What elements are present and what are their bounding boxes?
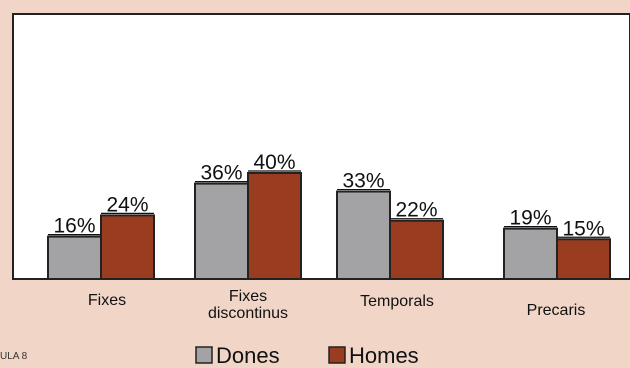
- data-label-homes-0: 24%: [106, 193, 148, 216]
- bar-dones-0: [47, 235, 102, 281]
- legend-swatch-dones: [195, 346, 213, 364]
- legend-swatch-homes: [328, 346, 346, 364]
- data-label-dones-2: 33%: [342, 170, 384, 193]
- category-label-2: Temporals: [360, 293, 434, 310]
- data-label-dones-1: 36%: [200, 162, 242, 185]
- bar-homes-1: [247, 172, 302, 280]
- bar-homes-2: [389, 219, 444, 280]
- category-label-3: Precaris: [527, 302, 586, 319]
- data-label-homes-2: 22%: [395, 199, 437, 222]
- bar-dones-2: [336, 190, 391, 280]
- bar-homes-0: [100, 214, 155, 280]
- data-label-dones-0: 16%: [53, 215, 95, 238]
- data-label-homes-3: 15%: [562, 217, 604, 240]
- bar-dones-1: [194, 182, 249, 281]
- source-footer: ULA 8: [0, 351, 28, 362]
- category-label-1: Fixes discontinus: [208, 288, 288, 322]
- data-label-dones-3: 19%: [509, 207, 551, 230]
- legend: Dones Homes: [195, 343, 419, 368]
- bar-dones-3: [503, 227, 558, 280]
- legend-label-dones: Dones: [216, 343, 280, 368]
- legend-label-homes: Homes: [349, 343, 419, 368]
- bar-homes-3: [556, 238, 611, 280]
- category-label-0: Fixes: [88, 292, 126, 309]
- data-label-homes-1: 40%: [253, 151, 295, 174]
